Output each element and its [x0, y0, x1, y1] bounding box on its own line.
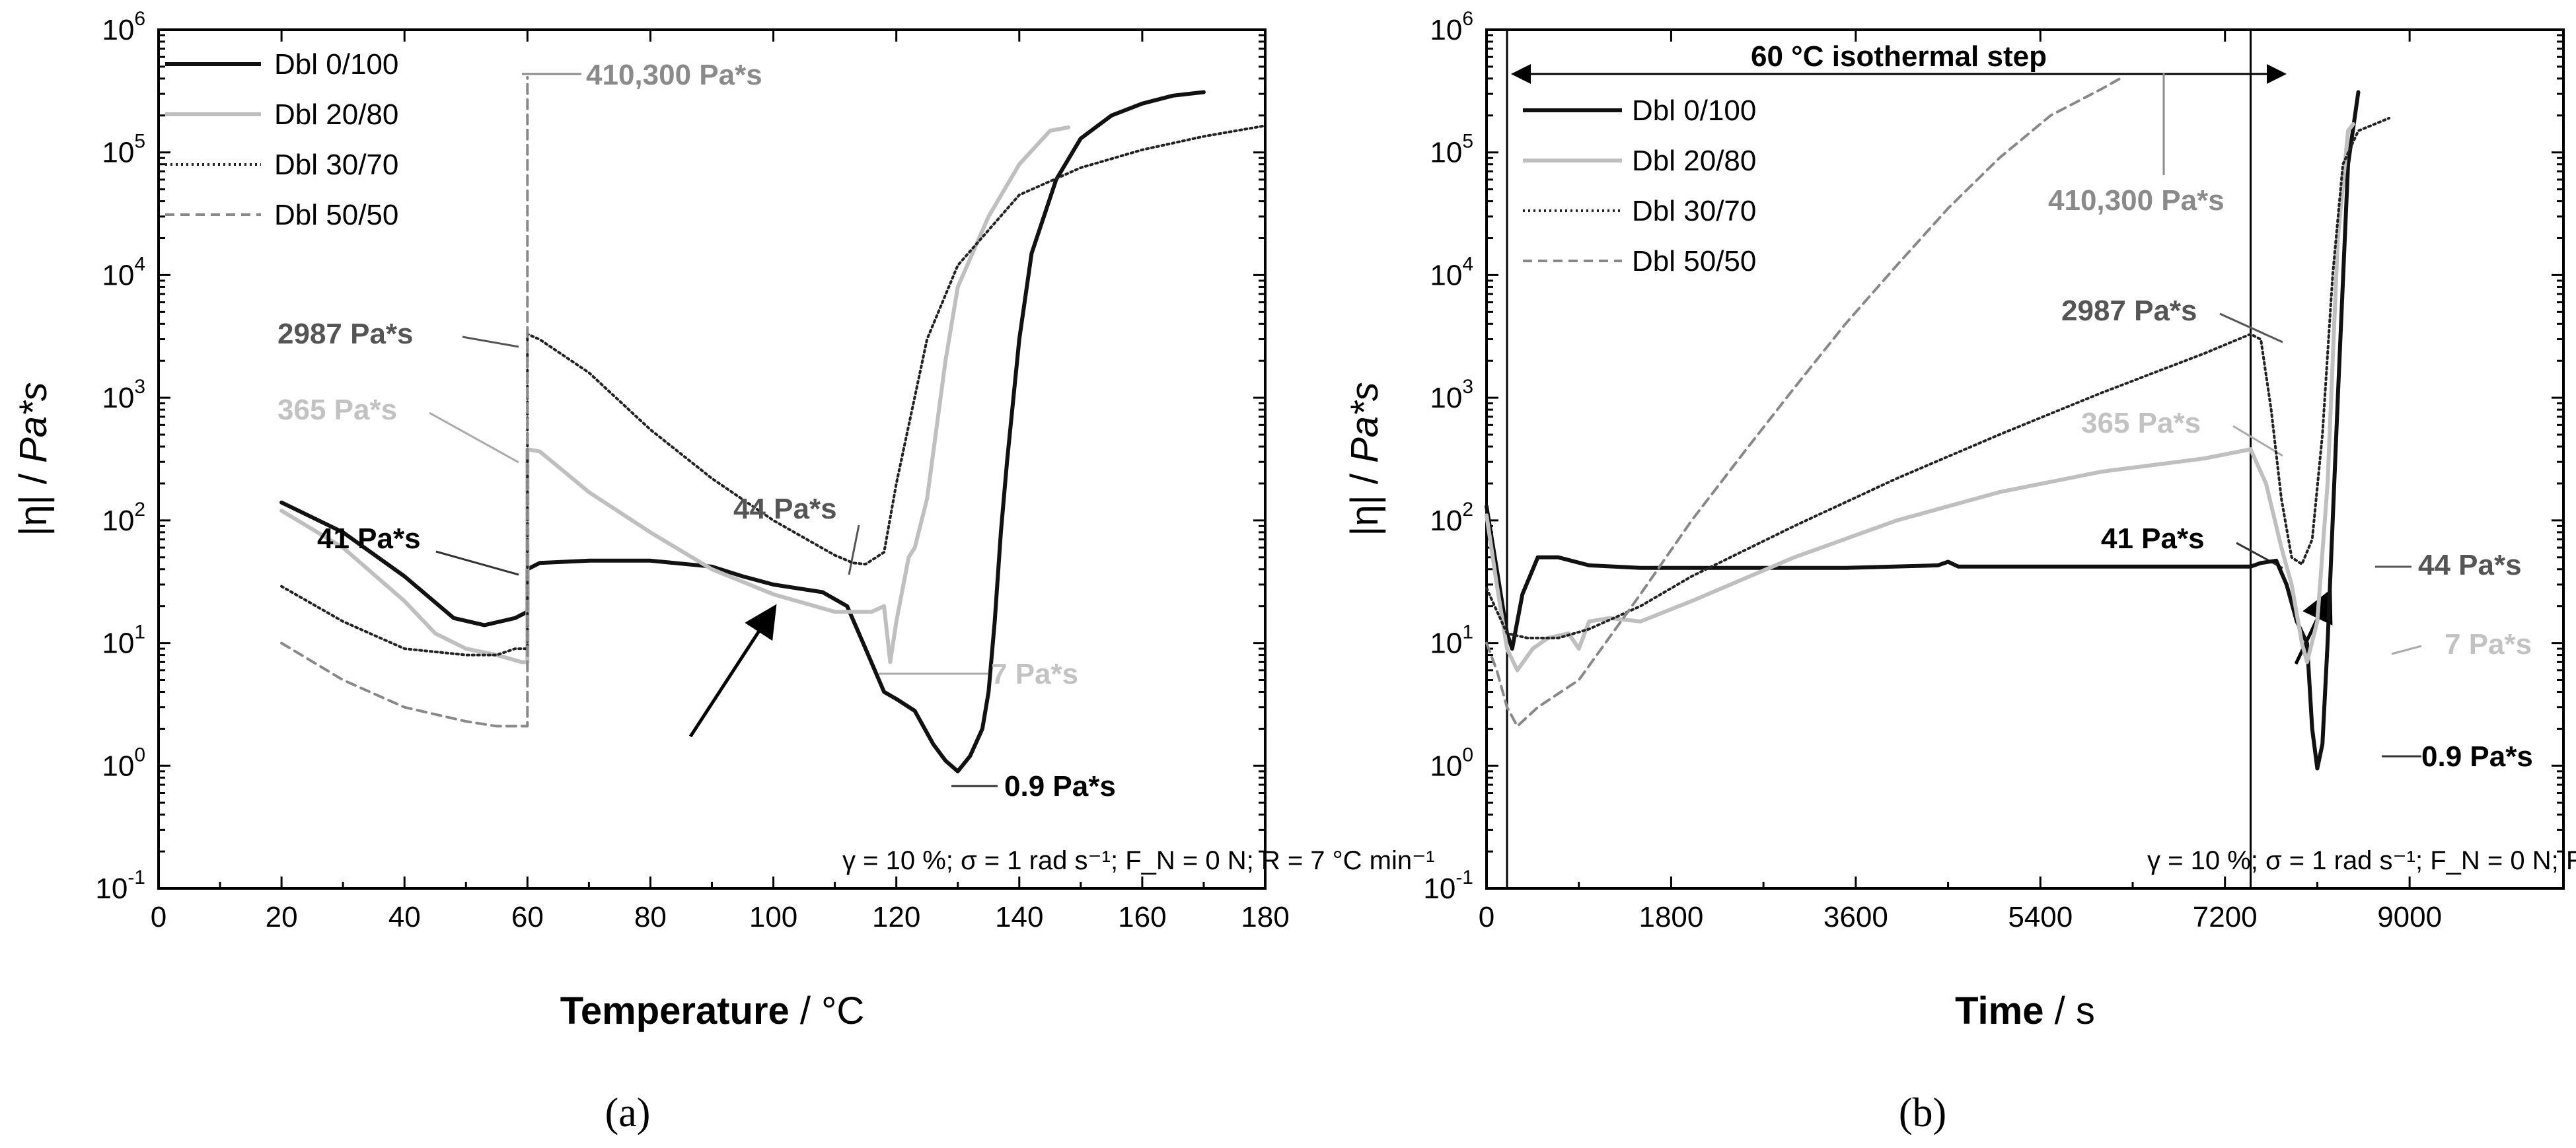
- x-tick-label: 5400: [2008, 901, 2073, 933]
- legend-label-1-a: Dbl 20/80: [274, 98, 398, 131]
- series-line-dbl-30-70: [1485, 116, 2391, 639]
- legend-label-2-b: Dbl 30/70: [1632, 195, 1756, 227]
- x-tick-label: 140: [995, 901, 1043, 933]
- y-tick-label: 10-1: [1423, 867, 1473, 905]
- legend-label-0-a: Dbl 0/100: [274, 48, 398, 81]
- y-tick-label: 105: [102, 131, 145, 169]
- legend-label-0-b: Dbl 0/100: [1632, 94, 1756, 127]
- y-axis-label-a: |η| / Pa*s: [12, 382, 55, 536]
- arrow-a: [688, 604, 777, 738]
- annotation-leaders-a: [429, 73, 998, 787]
- x-tick-label: 7200: [2193, 901, 2258, 933]
- annotation-0.9-a: 0.9 Pa*s: [1004, 770, 1116, 803]
- x-tick-label: 120: [872, 901, 920, 933]
- y-tick-label: 104: [102, 253, 145, 291]
- chart-panel-b: 10-1 100 101 102 103 104 105 106 0 1800 3600 5400 7…: [1343, 8, 2576, 1135]
- isothermal-label-backdrop: [1777, 43, 2035, 69]
- y-tick-label: 103: [1430, 376, 1473, 414]
- y-tick-label: 103: [102, 376, 145, 414]
- x-tick-label: 160: [1118, 901, 1166, 933]
- annotation-0.9-b: 0.9 Pa*s: [2421, 740, 2533, 773]
- y-tick-label: 102: [1430, 499, 1473, 537]
- arrow-b: [2294, 588, 2333, 665]
- annotation-41-a: 41 Pa*s: [317, 522, 421, 555]
- series-line-dbl-0-100: [1485, 90, 2361, 771]
- series-line-dbl-20-80: [279, 125, 1071, 664]
- y-tick-label: 105: [1430, 131, 1473, 169]
- y-tick-label: 102: [102, 499, 145, 537]
- panel-label-b: (b): [1899, 1091, 1946, 1135]
- conditions-text-b: γ = 10 %; σ = 1 rad s⁻¹; F_N = 0 N; R = …: [2147, 846, 2576, 875]
- y-tick-label: 106: [1430, 8, 1473, 46]
- x-tick-label: 20: [266, 901, 298, 933]
- annotation-2987-a: 2987 Pa*s: [277, 318, 414, 350]
- series-line-dbl-30-70: [280, 124, 1267, 657]
- series-line-dbl-50-50: [1485, 75, 2124, 728]
- annotation-2987-b: 2987 Pa*s: [2061, 295, 2197, 327]
- isothermal-step-label: 60 °C isothermal step: [1751, 40, 2047, 73]
- legend-label-2-a: Dbl 30/70: [274, 149, 398, 181]
- x-axis-label-a: Temperature / °C: [560, 989, 864, 1032]
- annotation-410300-a: 410,300 Pa*s: [586, 59, 762, 91]
- series-group-a: [279, 75, 1267, 773]
- annotation-7-a: 7 Pa*s: [991, 658, 1078, 690]
- y-tick-label: 10-1: [95, 867, 145, 905]
- y-tick-label: 104: [1430, 253, 1473, 291]
- annotation-365-a: 365 Pa*s: [277, 394, 397, 426]
- legend-label-3-b: Dbl 50/50: [1632, 245, 1756, 277]
- annotation-44-a: 44 Pa*s: [733, 493, 837, 525]
- x-tick-label: 3600: [1823, 901, 1888, 933]
- legend-a: Dbl 0/100 Dbl 20/80 Dbl 30/70 Dbl 50/50: [165, 48, 398, 231]
- x-axis-b: 0 1800 3600 5400 7200 9000: [1479, 30, 2442, 933]
- x-tick-label: 0: [1479, 901, 1494, 933]
- annotation-41-b: 41 Pa*s: [2101, 522, 2205, 555]
- legend-label-1-b: Dbl 20/80: [1632, 145, 1756, 177]
- x-tick-label: 100: [749, 901, 797, 933]
- y-tick-label: 100: [1430, 744, 1473, 782]
- x-tick-label: 1800: [1638, 901, 1703, 933]
- x-axis-label-b: Time / s: [1955, 989, 2095, 1032]
- chart-panel-a: 10-1 100 101 102 103 104 105 106 0 20 40 60 80 100 12…: [12, 8, 1435, 1135]
- conditions-text-a: γ = 10 %; σ = 1 rad s⁻¹; F_N = 0 N; R = …: [842, 846, 1435, 875]
- legend-b: Dbl 0/100 Dbl 20/80 Dbl 30/70 Dbl 50/50: [1523, 94, 1756, 277]
- panel-label-a: (a): [605, 1091, 651, 1135]
- x-tick-label: 80: [634, 901, 667, 933]
- y-tick-label: 100: [102, 744, 145, 782]
- annotation-44-b: 44 Pa*s: [2418, 549, 2522, 581]
- y-tick-label: 106: [102, 8, 145, 46]
- x-tick-label: 60: [511, 901, 544, 933]
- series-group-b: [1485, 75, 2391, 771]
- x-tick-label: 40: [388, 901, 421, 933]
- series-line-dbl-50-50: [280, 75, 529, 728]
- annotation-leaders-b: [2162, 73, 2422, 758]
- y-tick-label: 101: [102, 622, 145, 660]
- x-tick-label: 180: [1241, 901, 1289, 933]
- x-axis-a: 0 20 40 60 80 100 120 140 160 180: [151, 30, 1290, 933]
- annotation-7-b: 7 Pa*s: [2445, 628, 2532, 661]
- annotation-410300-b: 410,300 Pa*s: [2048, 184, 2225, 217]
- annotation-365-b: 365 Pa*s: [2081, 407, 2201, 439]
- x-tick-label: 0: [151, 901, 166, 933]
- y-axis-label-b: |η| / Pa*s: [1343, 382, 1386, 536]
- plot-frame-b: [1485, 28, 2565, 890]
- y-tick-label: 101: [1430, 622, 1473, 660]
- legend-label-3-a: Dbl 50/50: [274, 199, 398, 231]
- series-line-dbl-20-80: [1485, 122, 2355, 672]
- x-tick-label: 9000: [2377, 901, 2442, 933]
- y-axis-b: 10-1 100 101 102 103 104 105 106: [1423, 8, 2563, 905]
